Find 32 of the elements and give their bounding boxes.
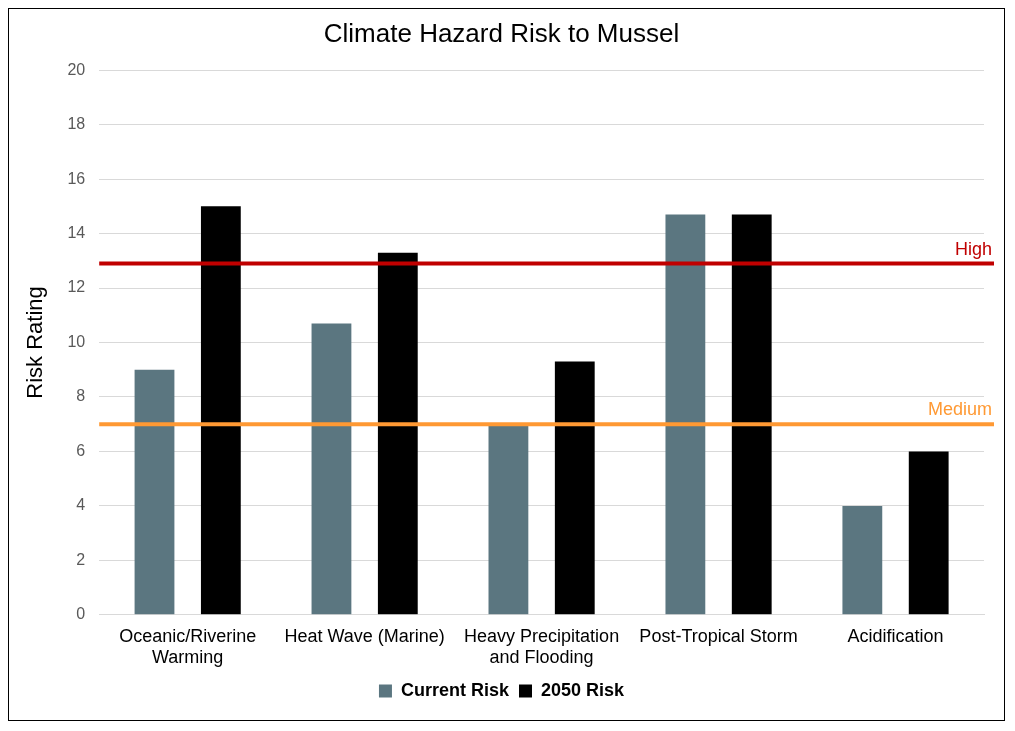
y-axis-title: Risk Rating <box>22 286 48 399</box>
bar <box>842 505 883 615</box>
bar <box>554 361 595 615</box>
legend-label: Current Risk <box>400 679 510 700</box>
y-tick-label: 6 <box>76 441 86 459</box>
bar <box>488 424 529 615</box>
y-tick-label: 0 <box>76 605 86 623</box>
y-tick-label: 16 <box>67 169 86 187</box>
y-tick-label: 14 <box>67 223 86 241</box>
bar <box>311 323 352 615</box>
bar <box>908 451 949 615</box>
y-tick-label: 18 <box>67 115 86 133</box>
y-tick-label: 20 <box>67 60 86 78</box>
y-tick-label: 12 <box>67 278 86 296</box>
x-tick-label: Heavy Precipitation and Flooding <box>464 625 620 668</box>
y-tick-label: 10 <box>67 332 86 350</box>
x-tick-label: Oceanic/Riverine Warming <box>119 625 257 668</box>
bar <box>377 252 418 615</box>
y-tick-label: 2 <box>76 550 86 568</box>
y-tick-label: 8 <box>76 387 86 405</box>
bar <box>200 206 241 615</box>
legend-label: 2050 Risk <box>540 679 626 700</box>
x-tick-label: Acidification <box>847 625 944 646</box>
x-tick-label: Post-Tropical Storm <box>639 625 798 646</box>
x-tick-label: Heat Wave (Marine) <box>284 625 445 646</box>
bar <box>731 214 772 615</box>
bar <box>665 214 706 615</box>
ref-line-label: Medium <box>927 399 992 420</box>
ref-line-label: High <box>954 238 992 259</box>
y-tick-label: 4 <box>76 496 86 514</box>
bar <box>134 369 175 615</box>
chart-title: Climate Hazard Risk to Mussel <box>323 17 680 48</box>
